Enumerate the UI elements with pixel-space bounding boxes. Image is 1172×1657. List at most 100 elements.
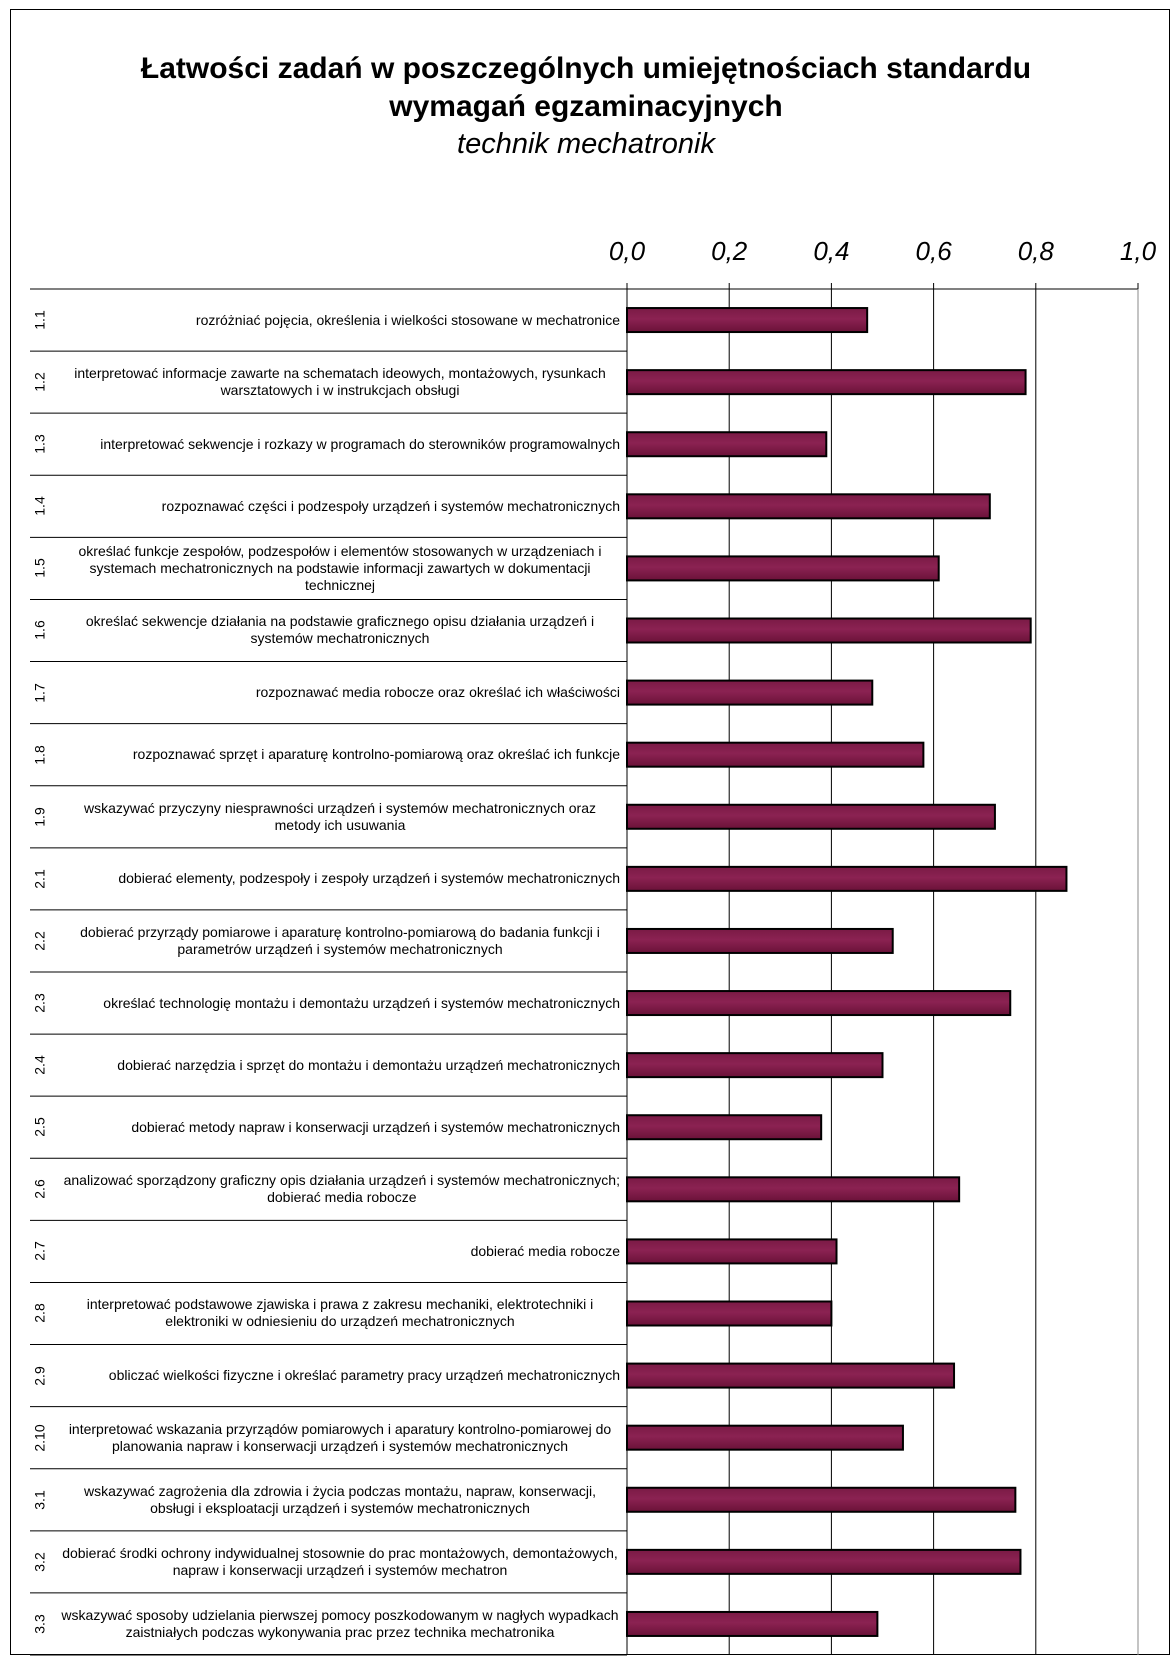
bar-2-6 — [626, 1176, 961, 1203]
chart-subtitle: technik mechatronik — [457, 128, 715, 160]
category-code: 2.3 — [20, 972, 60, 1034]
bar-2-5 — [626, 1114, 823, 1141]
bar-2-4 — [626, 1052, 884, 1079]
bar-2-8 — [626, 1300, 833, 1327]
category-label-text: analizować sporządzony graficzny opis dz… — [63, 1172, 620, 1206]
category-code-text: 2.3 — [32, 993, 48, 1013]
category-label: określać funkcje zespołów, podzespołów i… — [60, 537, 620, 599]
category-code-text: 2.4 — [32, 1055, 48, 1075]
category-label-text: interpretować podstawowe zjawiska i praw… — [86, 1296, 594, 1330]
category-label: wskazywać zagrożenia dla zdrowia i życia… — [60, 1469, 620, 1531]
category-label: rozpoznawać sprzęt i aparaturę kontrolno… — [60, 724, 620, 786]
category-code-text: 1.9 — [32, 807, 48, 827]
category-label-text: wskazywać przyczyny niesprawności urządz… — [84, 799, 596, 833]
category-label-text: określać funkcje zespołów, podzespołów i… — [78, 542, 602, 593]
x-tick-label: 0,2 — [711, 236, 748, 266]
bar-2-9 — [626, 1362, 956, 1389]
category-label-text: rozpoznawać sprzęt i aparaturę kontrolno… — [132, 746, 620, 763]
category-label-text: rozpoznawać media robocze oraz określać … — [255, 684, 620, 701]
category-code-text: 2.5 — [32, 1117, 48, 1137]
bar-1-8 — [626, 741, 925, 768]
x-tick-label: 0,0 — [609, 236, 646, 266]
category-label: analizować sporządzony graficzny opis dz… — [60, 1158, 620, 1220]
bar-1-6 — [626, 617, 1032, 644]
bar-2-10 — [626, 1424, 904, 1451]
category-code: 2.9 — [20, 1345, 60, 1407]
bar-3-1 — [626, 1486, 1017, 1513]
category-code-text: 1.4 — [32, 496, 48, 517]
category-label: interpretować podstawowe zjawiska i praw… — [60, 1282, 620, 1344]
category-label-text: obliczać wielkości fizyczne i określać p… — [108, 1367, 620, 1384]
category-code-text: 3.3 — [32, 1614, 48, 1634]
bar-1-7 — [626, 679, 874, 706]
category-label-text: wskazywać sposoby udzielania pierwszej p… — [61, 1606, 619, 1640]
category-code: 3.1 — [20, 1469, 60, 1531]
category-code-text: 2.8 — [32, 1303, 48, 1324]
category-code: 2.1 — [20, 848, 60, 910]
category-label-text: interpretować sekwencje i rozkazy w prog… — [100, 435, 620, 452]
x-tick-label: 1,0 — [1120, 236, 1157, 266]
category-code: 1.1 — [20, 289, 60, 351]
category-code: 1.3 — [20, 413, 60, 475]
category-label-text: dobierać metody napraw i konserwacji urz… — [131, 1118, 620, 1135]
category-code: 1.5 — [20, 537, 60, 599]
category-code-text: 1.7 — [32, 682, 48, 703]
category-label-text: dobierać środki ochrony indywidualnej st… — [62, 1544, 618, 1578]
bar-1-4 — [626, 493, 991, 520]
category-label: wskazywać przyczyny niesprawności urządz… — [60, 786, 620, 848]
category-code-text: 2.2 — [32, 931, 48, 951]
category-code-text: 1.5 — [32, 558, 48, 579]
category-label: określać sekwencje działania na podstawi… — [60, 599, 620, 661]
category-code: 1.9 — [20, 786, 60, 848]
category-code-text: 2.6 — [32, 1179, 48, 1200]
category-code-text: 3.1 — [32, 1490, 48, 1510]
chart-title-line-1: Łatwości zadań w poszczególnych umiejętn… — [140, 52, 1032, 85]
category-label-text: określać sekwencje działania na podstawi… — [85, 613, 595, 647]
x-tick-label: 0,8 — [1018, 236, 1055, 266]
category-label-text: rozróżniać pojęcia, określenia i wielkoś… — [195, 311, 620, 328]
category-code-text: 1.6 — [32, 620, 48, 641]
category-label: interpretować informacje zawarte na sche… — [60, 351, 620, 413]
category-code: 2.10 — [20, 1407, 60, 1469]
category-code-text: 2.10 — [32, 1424, 48, 1452]
category-code-text: 3.2 — [32, 1552, 48, 1572]
category-code: 1.7 — [20, 662, 60, 724]
category-code-text: 1.2 — [32, 372, 48, 392]
category-code-text: 1.8 — [32, 744, 48, 765]
bar-1-9 — [626, 803, 996, 830]
category-label-text: wskazywać zagrożenia dla zdrowia i życia… — [83, 1482, 596, 1516]
category-label: dobierać media robocze — [60, 1220, 620, 1282]
bar-3-3 — [626, 1610, 879, 1637]
category-label: interpretować wskazania przyrządów pomia… — [60, 1407, 620, 1469]
chart-title-line-2: wymagań egzaminacyjnych — [389, 90, 783, 123]
category-code: 1.8 — [20, 724, 60, 786]
category-code: 2.7 — [20, 1220, 60, 1282]
category-label-text: dobierać media robocze — [470, 1242, 620, 1259]
category-code: 3.3 — [20, 1593, 60, 1655]
category-label: dobierać metody napraw i konserwacji urz… — [60, 1096, 620, 1158]
category-label: rozpoznawać części i podzespoły urządzeń… — [60, 475, 620, 537]
category-label: określać technologię montażu i demontażu… — [60, 972, 620, 1034]
category-code: 2.6 — [20, 1158, 60, 1220]
bar-2-2 — [626, 927, 894, 954]
category-label: obliczać wielkości fizyczne i określać p… — [60, 1345, 620, 1407]
category-label: dobierać narzędzia i sprzęt do montażu i… — [60, 1034, 620, 1096]
bar-1-3 — [626, 431, 828, 458]
x-tick-label: 0,4 — [813, 236, 849, 266]
category-label: dobierać środki ochrony indywidualnej st… — [60, 1531, 620, 1593]
category-label-text: dobierać przyrządy pomiarowe i aparaturę… — [80, 923, 600, 957]
category-code: 2.4 — [20, 1034, 60, 1096]
category-label: rozróżniać pojęcia, określenia i wielkoś… — [60, 289, 620, 351]
category-label: interpretować sekwencje i rozkazy w prog… — [60, 413, 620, 475]
category-label-text: interpretować informacje zawarte na sche… — [74, 365, 606, 399]
category-label-text: dobierać elementy, podzespoły i zespoły … — [118, 870, 620, 887]
category-code: 2.5 — [20, 1096, 60, 1158]
category-code: 2.8 — [20, 1282, 60, 1344]
category-code-text: 2.1 — [32, 869, 48, 889]
category-code: 2.2 — [20, 910, 60, 972]
category-code-text: 2.7 — [32, 1241, 48, 1262]
x-tick-label: 0,6 — [916, 236, 953, 266]
category-label: dobierać przyrządy pomiarowe i aparaturę… — [60, 910, 620, 972]
bar-1-1 — [626, 307, 869, 334]
